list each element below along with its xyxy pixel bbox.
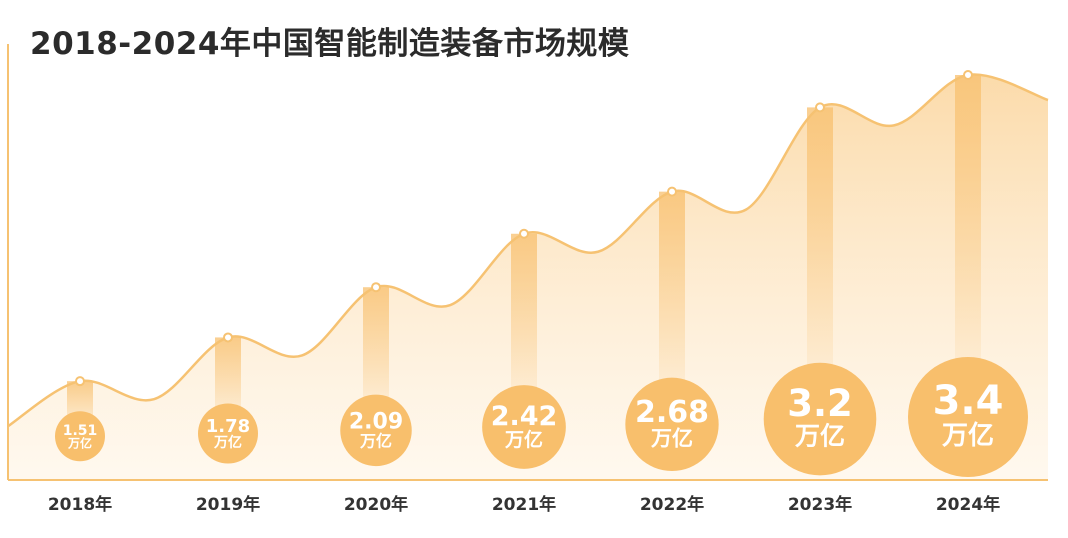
x-tick-label: 2020年 [344, 494, 408, 515]
data-label-unit: 万亿 [359, 431, 392, 450]
x-tick-label: 2021年 [492, 494, 556, 515]
x-tick-label: 2018年 [48, 494, 112, 515]
value-bubble [625, 377, 719, 472]
data-label-value: 1.78 [206, 416, 250, 437]
value-bubble [763, 362, 877, 476]
data-label-unit: 万亿 [504, 428, 543, 451]
data-point-marker [75, 376, 85, 387]
x-tick-label: 2023年 [788, 494, 852, 515]
data-label-value: 1.51 [63, 423, 98, 439]
value-bubble [340, 394, 412, 467]
x-tick-label: 2019年 [196, 494, 260, 515]
value-bubble [482, 385, 566, 469]
data-label-value: 2.42 [491, 401, 558, 432]
data-label-value: 2.68 [635, 395, 709, 430]
data-point-marker [667, 186, 677, 197]
data-label-unit: 万亿 [213, 434, 242, 451]
data-point-marker [815, 102, 825, 113]
data-label-value: 2.09 [349, 410, 403, 435]
data-label-unit: 万亿 [795, 421, 845, 450]
value-bubble [198, 403, 258, 464]
value-bubble [908, 357, 1028, 477]
data-point-marker [519, 228, 529, 239]
x-tick-label: 2022年 [640, 494, 704, 515]
data-label-value: 3.4 [933, 378, 1004, 424]
data-label-unit: 万亿 [650, 426, 693, 450]
data-label-unit: 万亿 [67, 436, 92, 451]
data-label-value: 3.2 [787, 382, 853, 425]
chart-title: 2018-2024年中国智能制造装备市场规模 [30, 26, 630, 62]
value-bubble [55, 411, 105, 462]
data-point-marker [223, 332, 233, 343]
data-label-unit: 万亿 [942, 421, 994, 451]
data-point-marker [371, 282, 381, 293]
data-point-marker [963, 70, 973, 80]
x-tick-label: 2024年 [936, 494, 1000, 515]
